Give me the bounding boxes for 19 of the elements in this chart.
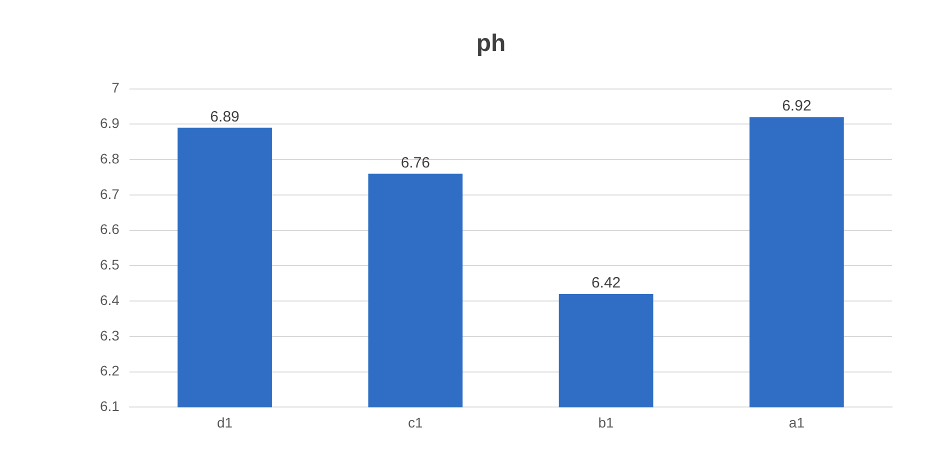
y-tick-label: 6.7: [100, 186, 120, 202]
chart-title: ph: [476, 30, 506, 58]
y-tick-label: 6.3: [100, 327, 120, 344]
data-label: 6.42: [591, 274, 621, 292]
x-tick-label: b1: [598, 414, 614, 430]
y-tick-label: 6.2: [100, 362, 120, 379]
data-label: 6.92: [782, 98, 812, 115]
data-label: 6.76: [400, 154, 430, 172]
y-tick-label: 6.6: [100, 221, 120, 238]
y-tick-label: 6.8: [100, 150, 120, 166]
x-tick-label: c1: [408, 414, 424, 430]
y-tick-label: 6.1: [100, 398, 120, 414]
x-tick-label: d1: [216, 414, 233, 430]
data-label: 6.89: [210, 108, 240, 126]
y-tick-label: 6.9: [100, 115, 120, 132]
x-tick-label: a1: [788, 414, 805, 430]
y-tick-label: 6.5: [100, 256, 120, 273]
y-tick-label: 6.4: [100, 292, 120, 308]
y-tick-label: 7: [112, 80, 120, 96]
